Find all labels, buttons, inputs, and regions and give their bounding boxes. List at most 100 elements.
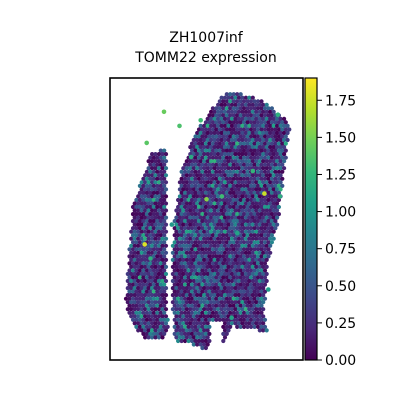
spot — [257, 173, 262, 178]
spot — [273, 120, 278, 125]
spot — [240, 293, 245, 298]
spot — [280, 162, 285, 167]
spot — [252, 176, 257, 181]
spot — [273, 134, 278, 139]
spot — [156, 180, 162, 185]
spot — [224, 324, 229, 329]
spot — [236, 173, 241, 178]
spot — [261, 307, 266, 312]
spot — [160, 243, 165, 248]
spot — [153, 222, 158, 227]
spot — [261, 222, 266, 227]
spot — [249, 219, 254, 224]
spot — [229, 180, 235, 185]
spot — [238, 127, 243, 132]
spot — [207, 240, 212, 245]
spot — [205, 166, 210, 171]
spot — [221, 261, 226, 266]
spot — [214, 183, 219, 188]
spot — [158, 226, 163, 231]
spot — [250, 293, 255, 298]
spot — [183, 197, 188, 203]
spot — [137, 254, 142, 259]
spot — [198, 236, 203, 241]
spot — [226, 194, 231, 199]
spot — [129, 307, 134, 312]
spot — [229, 271, 235, 277]
spot — [209, 137, 214, 143]
spot — [242, 155, 247, 160]
spot — [160, 300, 165, 305]
spot — [170, 257, 175, 262]
spot — [146, 187, 151, 192]
spot — [148, 247, 153, 252]
spot — [221, 212, 226, 217]
spot — [212, 130, 217, 136]
spot — [283, 141, 288, 146]
spot — [200, 134, 205, 139]
spot — [209, 123, 214, 128]
spot — [240, 166, 245, 171]
spot — [259, 317, 264, 322]
spot — [150, 159, 155, 164]
spot — [264, 166, 269, 171]
spot — [151, 162, 156, 167]
spot — [181, 243, 186, 248]
spot — [242, 226, 247, 231]
spot — [146, 335, 151, 340]
spot — [210, 141, 215, 146]
spot — [233, 222, 238, 227]
spot — [210, 261, 215, 266]
spot — [226, 180, 231, 185]
spot — [209, 166, 214, 171]
spot — [224, 282, 229, 287]
spot — [247, 137, 252, 143]
spot — [249, 282, 254, 287]
spot — [261, 264, 266, 269]
spot — [209, 109, 214, 114]
spot — [195, 208, 200, 213]
spot — [141, 331, 146, 336]
spot — [129, 271, 134, 277]
spot — [217, 310, 222, 315]
spot — [231, 176, 236, 181]
spot — [252, 296, 257, 301]
spot — [136, 328, 141, 333]
spot — [136, 278, 141, 284]
spot — [243, 243, 248, 248]
spot — [264, 130, 269, 136]
spot — [184, 208, 189, 213]
spot — [203, 226, 208, 231]
spot — [191, 145, 196, 150]
spot — [245, 282, 250, 287]
spot — [257, 278, 262, 284]
spot — [238, 296, 243, 301]
spot — [240, 180, 245, 185]
spot — [150, 194, 155, 199]
spot — [243, 95, 248, 100]
spot — [259, 176, 264, 181]
spot — [231, 99, 236, 104]
spot — [231, 204, 236, 210]
spot — [177, 271, 182, 277]
spot — [134, 204, 139, 210]
spot — [266, 162, 271, 167]
spot-high-expression — [148, 256, 153, 261]
spot — [156, 293, 162, 298]
spot — [196, 169, 202, 174]
spot — [198, 278, 203, 284]
spot — [137, 240, 142, 245]
spot — [127, 254, 132, 259]
colorbar-tick-label: 1.75 — [325, 93, 356, 109]
spot — [249, 204, 254, 210]
spot — [254, 257, 259, 262]
spot — [207, 268, 212, 273]
spot — [179, 204, 184, 210]
spot — [245, 261, 250, 266]
spot — [151, 155, 156, 160]
spot — [255, 310, 261, 315]
spot — [261, 159, 266, 164]
spot — [186, 317, 191, 322]
spot — [257, 159, 262, 164]
spot — [221, 303, 226, 308]
